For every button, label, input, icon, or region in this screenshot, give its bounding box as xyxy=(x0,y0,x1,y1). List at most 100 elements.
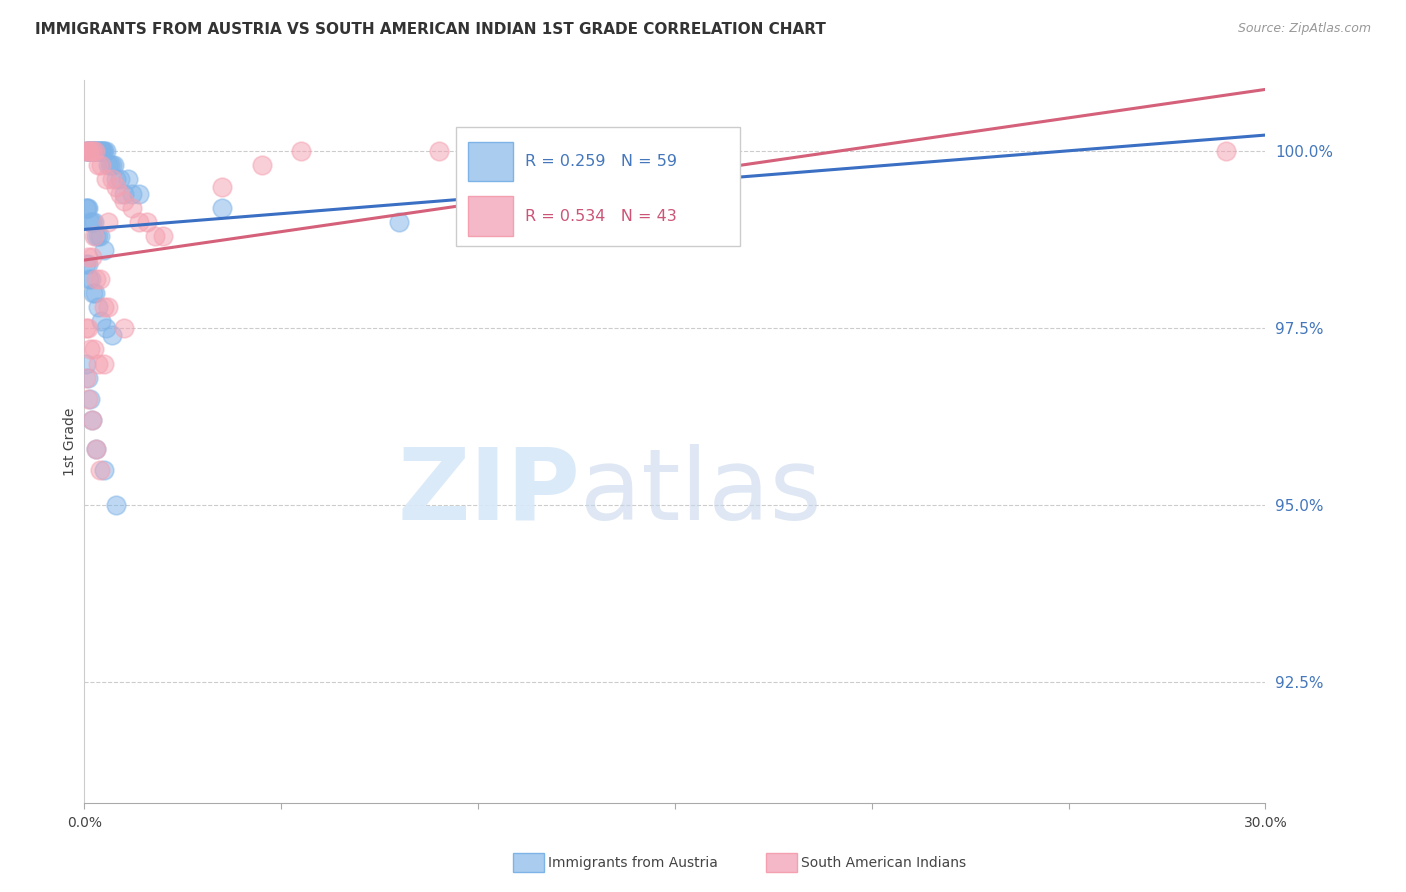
Text: Immigrants from Austria: Immigrants from Austria xyxy=(548,855,718,870)
Point xyxy=(84,229,107,244)
Point xyxy=(82,144,104,158)
Point xyxy=(77,371,100,385)
Point xyxy=(84,144,107,158)
Point xyxy=(76,144,98,158)
Point xyxy=(89,271,111,285)
Point xyxy=(82,413,104,427)
Point xyxy=(86,144,108,158)
Text: IMMIGRANTS FROM AUSTRIA VS SOUTH AMERICAN INDIAN 1ST GRADE CORRELATION CHART: IMMIGRANTS FROM AUSTRIA VS SOUTH AMERICA… xyxy=(35,22,827,37)
Point xyxy=(75,371,97,385)
Point xyxy=(75,321,97,335)
Point xyxy=(75,357,97,371)
Point xyxy=(83,343,105,357)
Point xyxy=(87,229,110,244)
Point xyxy=(93,244,115,258)
Point xyxy=(90,158,112,172)
Point xyxy=(97,215,120,229)
Point xyxy=(84,442,107,456)
Point xyxy=(1215,144,1237,158)
Point xyxy=(290,144,312,158)
Point xyxy=(84,144,107,158)
Point xyxy=(93,144,115,158)
Point xyxy=(82,285,104,300)
Point xyxy=(250,158,273,172)
Point xyxy=(108,186,131,201)
Point xyxy=(76,144,98,158)
Point xyxy=(211,179,233,194)
Point xyxy=(77,392,100,406)
Point xyxy=(80,144,103,158)
Point xyxy=(75,257,97,271)
Point xyxy=(82,144,104,158)
Point xyxy=(77,144,100,158)
Point xyxy=(84,144,107,158)
Point xyxy=(82,413,104,427)
Point xyxy=(112,194,135,208)
Point xyxy=(77,144,100,158)
Point xyxy=(112,186,135,201)
Point xyxy=(82,215,104,229)
Point xyxy=(83,144,105,158)
Point xyxy=(104,172,127,186)
Point xyxy=(112,321,135,335)
Point xyxy=(80,144,103,158)
Point xyxy=(80,271,103,285)
Point xyxy=(117,172,139,186)
Point xyxy=(211,201,233,215)
Point xyxy=(83,215,105,229)
Point xyxy=(104,498,127,512)
Point xyxy=(98,158,121,172)
Point xyxy=(152,229,174,244)
Point xyxy=(77,201,100,215)
Point xyxy=(89,144,111,158)
Text: Source: ZipAtlas.com: Source: ZipAtlas.com xyxy=(1237,22,1371,36)
Point xyxy=(82,144,104,158)
Text: R = 0.259   N = 59: R = 0.259 N = 59 xyxy=(524,154,676,169)
Point xyxy=(90,314,112,328)
Point xyxy=(94,321,117,335)
Point xyxy=(94,144,117,158)
Point xyxy=(93,463,115,477)
Point xyxy=(121,186,143,201)
Point xyxy=(104,179,127,194)
Point xyxy=(84,442,107,456)
Point xyxy=(89,144,111,158)
Point xyxy=(79,392,101,406)
Point xyxy=(87,357,110,371)
Point xyxy=(108,172,131,186)
Point xyxy=(93,357,115,371)
Point xyxy=(101,172,124,186)
Text: 0.0%: 0.0% xyxy=(67,816,101,830)
Point xyxy=(121,201,143,215)
Point xyxy=(82,251,104,265)
Point xyxy=(75,201,97,215)
Point xyxy=(91,144,114,158)
Point xyxy=(77,251,100,265)
Point xyxy=(76,201,98,215)
Text: atlas: atlas xyxy=(581,443,823,541)
Point xyxy=(143,229,166,244)
Text: 30.0%: 30.0% xyxy=(1243,816,1288,830)
Text: South American Indians: South American Indians xyxy=(801,855,966,870)
Point xyxy=(136,215,159,229)
Point xyxy=(103,158,125,172)
Point xyxy=(94,172,117,186)
FancyBboxPatch shape xyxy=(457,128,740,246)
Point xyxy=(89,463,111,477)
Point xyxy=(128,186,150,201)
Point xyxy=(97,300,120,314)
Point xyxy=(79,343,101,357)
Point xyxy=(87,144,110,158)
Point xyxy=(97,158,120,172)
Point xyxy=(91,144,114,158)
Point xyxy=(101,328,124,343)
Point xyxy=(84,271,107,285)
Point xyxy=(93,300,115,314)
Point xyxy=(90,144,112,158)
Point xyxy=(388,215,411,229)
Point xyxy=(77,321,100,335)
Point xyxy=(75,144,97,158)
Point xyxy=(427,144,450,158)
Text: ZIP: ZIP xyxy=(398,443,581,541)
Bar xyxy=(468,196,513,235)
